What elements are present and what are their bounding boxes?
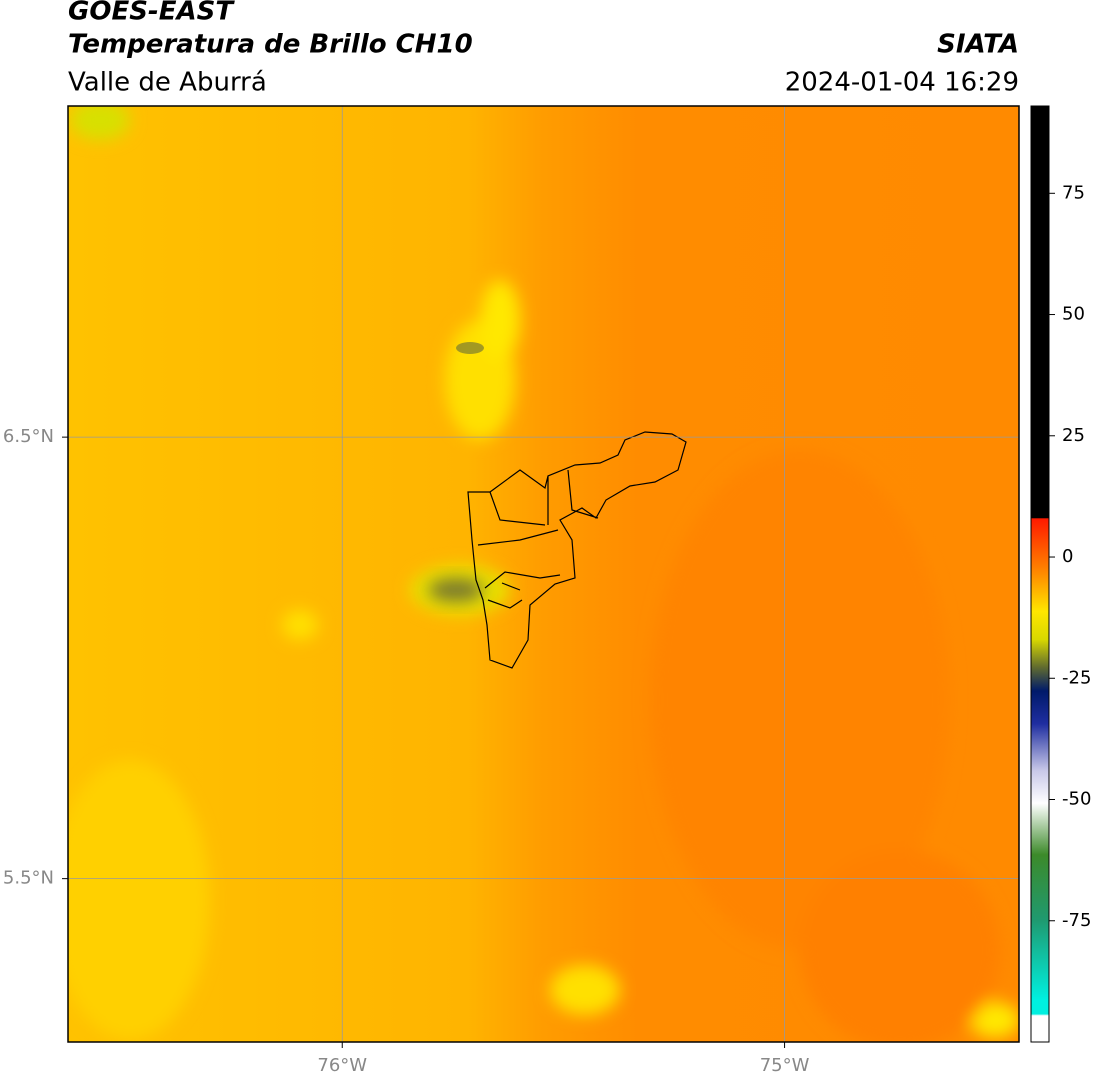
colorbar-tick-label: 75 xyxy=(1062,182,1085,203)
subtitle: Temperatura de Brillo CH10 xyxy=(68,30,473,60)
grid xyxy=(68,106,1019,1042)
colorbar-tick-label: 25 xyxy=(1062,425,1085,446)
colorbar-tick-label: 0 xyxy=(1062,546,1073,567)
colorbar xyxy=(1030,105,1050,1043)
colorbar-tick-label: 50 xyxy=(1062,304,1085,325)
map-frame xyxy=(67,105,1020,1043)
region: Valle de Aburrá xyxy=(68,68,267,98)
colorbar-tick-label: -50 xyxy=(1062,789,1091,810)
map-image xyxy=(68,106,1019,1042)
source: SIATA xyxy=(937,30,1019,60)
x-tick-label: 75°W xyxy=(760,1055,810,1076)
y-tick-label: 6.5°N xyxy=(3,426,54,447)
y-tick-label: 5.5°N xyxy=(3,868,54,889)
x-tick-label: 76°W xyxy=(317,1055,367,1076)
colorbar-tick-label: -75 xyxy=(1062,910,1091,931)
colorbar-tick-label: -25 xyxy=(1062,667,1091,688)
timestamp: 2024-01-04 16:29 xyxy=(785,68,1019,98)
title: GOES-EAST xyxy=(68,0,235,27)
